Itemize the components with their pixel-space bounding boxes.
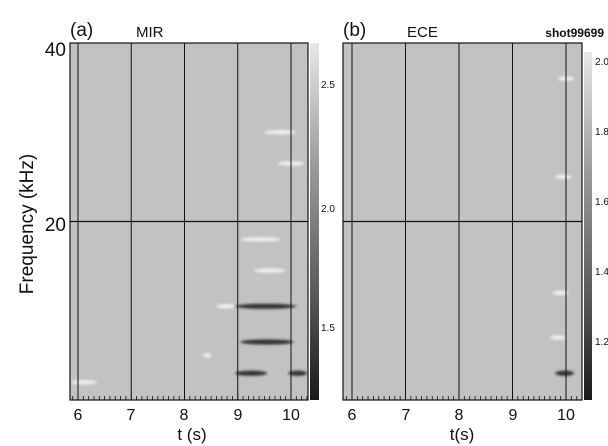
spectral-feature-bright bbox=[240, 237, 281, 242]
panel-b-colorbar-tick-1.2: 1.2 bbox=[595, 337, 608, 348]
panel-b-letter: (b) bbox=[343, 20, 366, 41]
spectral-feature-bright bbox=[264, 130, 297, 135]
panel-b-title: ECE bbox=[407, 24, 438, 41]
panel-b-colorbar-tick-1.6: 1.6 bbox=[595, 197, 608, 208]
y-axis-label: Frequency (kHz) bbox=[17, 154, 38, 294]
panel-a-x-tick-8: 8 bbox=[180, 407, 189, 424]
y-tick-label-40: 40 bbox=[45, 40, 66, 61]
panel-a: (a) MIR 6 7 8 9 10 t (s) 2.5 2.0 1.5 bbox=[69, 20, 335, 444]
panel-a-x-tick-10: 10 bbox=[282, 407, 300, 424]
panel-b-x-tick-9: 9 bbox=[509, 407, 518, 424]
panel-a-features bbox=[71, 130, 307, 385]
spectral-feature-bright bbox=[549, 335, 566, 340]
spectral-feature-dark bbox=[240, 339, 294, 345]
panel-b-features bbox=[549, 76, 575, 376]
panel-b-colorbar-tick-1.4: 1.4 bbox=[595, 267, 608, 278]
panel-a-x-tick-7: 7 bbox=[127, 407, 136, 424]
panel-b: (b) ECE 6 7 8 9 10 t(s) 2.0 1.8 1.6 1.4 … bbox=[342, 20, 608, 444]
panel-b-minor-ticks bbox=[346, 393, 578, 400]
panel-a-gridlines bbox=[70, 43, 308, 400]
panel-b-x-tick-8: 8 bbox=[455, 407, 464, 424]
spectral-feature-bright bbox=[552, 290, 569, 296]
panel-a-frame bbox=[69, 42, 309, 401]
panel-b-x-tick-10: 10 bbox=[557, 407, 575, 424]
panel-b-frame bbox=[342, 42, 583, 401]
panel-a-x-tick-6: 6 bbox=[74, 407, 83, 424]
panel-b-colorbar-tick-2.0: 2.0 bbox=[595, 57, 608, 68]
panel-b-x-tick-6: 6 bbox=[348, 407, 357, 424]
spectral-feature-bright bbox=[216, 304, 236, 309]
panel-a-title: MIR bbox=[136, 24, 164, 41]
panel-a-colorbar bbox=[310, 43, 319, 400]
panel-a-x-tick-9: 9 bbox=[234, 407, 243, 424]
panel-a-colorbar-tick-2.0: 2.0 bbox=[321, 204, 335, 215]
panel-b-gridlines bbox=[343, 43, 582, 400]
y-tick-label-20: 20 bbox=[45, 215, 66, 236]
spectral-feature-bright bbox=[555, 174, 572, 180]
spectral-feature-bright bbox=[71, 379, 97, 385]
panel-b-colorbar-tick-1.8: 1.8 bbox=[595, 127, 608, 138]
spectral-feature-dark bbox=[555, 370, 575, 376]
spectral-feature-bright bbox=[253, 268, 286, 273]
panel-a-colorbar-tick-2.5: 2.5 bbox=[321, 80, 335, 91]
spectral-feature-dark bbox=[235, 370, 268, 376]
spectral-feature-dark bbox=[288, 370, 307, 376]
shot-label: shot99699 bbox=[545, 26, 604, 40]
panel-b-x-tick-7: 7 bbox=[402, 407, 411, 424]
panel-a-letter: (a) bbox=[70, 20, 93, 41]
panel-a-minor-ticks bbox=[72, 393, 308, 400]
spectral-feature-dark bbox=[235, 303, 297, 309]
panel-b-colorbar bbox=[584, 52, 592, 400]
panel-a-x-axis-label: t (s) bbox=[177, 425, 206, 444]
spectral-feature-bright bbox=[203, 353, 212, 358]
panel-b-x-axis-label: t(s) bbox=[450, 425, 475, 444]
panel-a-colorbar-tick-1.5: 1.5 bbox=[321, 323, 335, 334]
